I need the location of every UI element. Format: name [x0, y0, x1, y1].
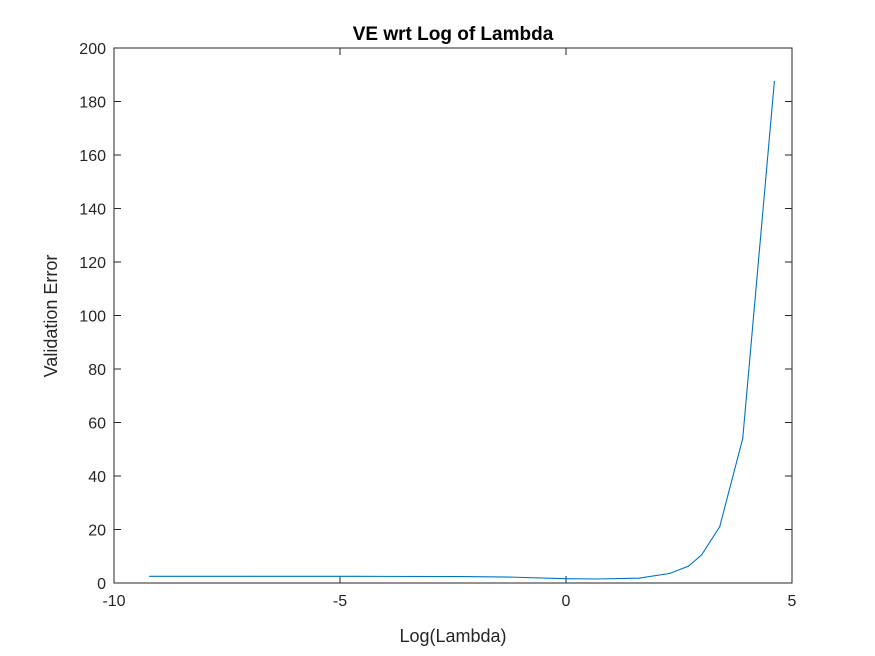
y-tick-label: 160	[79, 148, 106, 165]
y-tick-label: 200	[79, 41, 106, 58]
data-point	[638, 577, 640, 579]
y-tick-label: 180	[79, 95, 106, 112]
data-point	[701, 554, 703, 556]
x-tick-label: 0	[562, 593, 571, 610]
x-tick-label: 5	[788, 593, 797, 610]
axes-box	[113, 47, 793, 584]
y-tick-label: 20	[88, 523, 106, 540]
data-point	[511, 576, 513, 578]
data-point	[461, 575, 463, 578]
x-tick-label: -10	[102, 593, 125, 610]
y-tick-label: 40	[88, 469, 106, 486]
data-point	[565, 578, 567, 580]
plot-area	[113, 47, 793, 584]
data-point	[719, 526, 721, 528]
series-layer	[149, 80, 775, 580]
y-tick-label: 100	[79, 309, 106, 326]
chart-title: VE wrt Log of Lambda	[353, 24, 554, 45]
y-tick-label: 60	[88, 416, 106, 433]
data-point	[596, 578, 598, 580]
data-point	[773, 80, 775, 83]
ticks: -10 -5 0 5 0 20 40 60 80 100 120 140 160 180 200	[79, 41, 796, 610]
y-tick-label: 0	[97, 576, 106, 593]
data-point	[149, 575, 151, 577]
data-point	[742, 437, 744, 440]
x-tick-label: -5	[333, 593, 347, 610]
data-point	[687, 565, 690, 567]
y-tick-label: 140	[79, 202, 106, 219]
data-point	[253, 575, 255, 577]
x-axis-label: Log(Lambda)	[399, 626, 506, 646]
y-tick-label: 120	[79, 255, 106, 272]
series-line	[149, 81, 775, 580]
y-axis-label: Validation Error	[41, 255, 61, 378]
data-point	[357, 575, 359, 577]
y-tick-label: 80	[88, 362, 106, 379]
data-point	[669, 572, 671, 574]
